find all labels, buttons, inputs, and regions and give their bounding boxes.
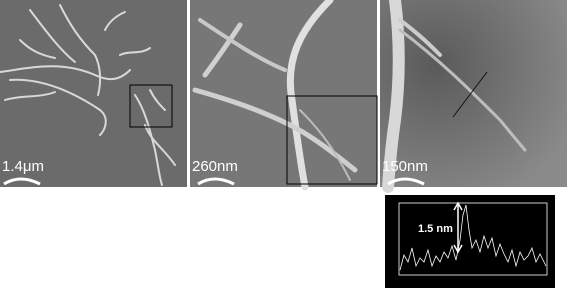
scale-label: 1.4μm	[2, 158, 44, 175]
afm-panel: 1.4μm	[0, 0, 187, 187]
fibers	[0, 4, 176, 186]
fibers	[192, 0, 358, 191]
height-label: 1.5 nm	[418, 223, 453, 235]
profile-trace	[399, 204, 547, 271]
afm-panel: 260nm	[190, 0, 378, 191]
height-profile: 1.5 nm	[385, 195, 555, 288]
profile-line	[452, 71, 488, 118]
zoom-box	[129, 84, 173, 128]
scale-bar	[387, 177, 425, 186]
profile-frame	[398, 202, 548, 276]
fibers	[382, 0, 527, 193]
scale-label: 150nm	[382, 158, 428, 175]
afm-panel: 150nm	[380, 0, 567, 193]
scale-label: 260nm	[192, 158, 238, 175]
scale-bar	[197, 177, 235, 186]
arrow-heads	[453, 201, 463, 254]
zoom-box	[286, 95, 378, 185]
scale-bar	[3, 177, 41, 186]
panel-bg	[190, 0, 377, 187]
profile-bg	[385, 195, 555, 288]
